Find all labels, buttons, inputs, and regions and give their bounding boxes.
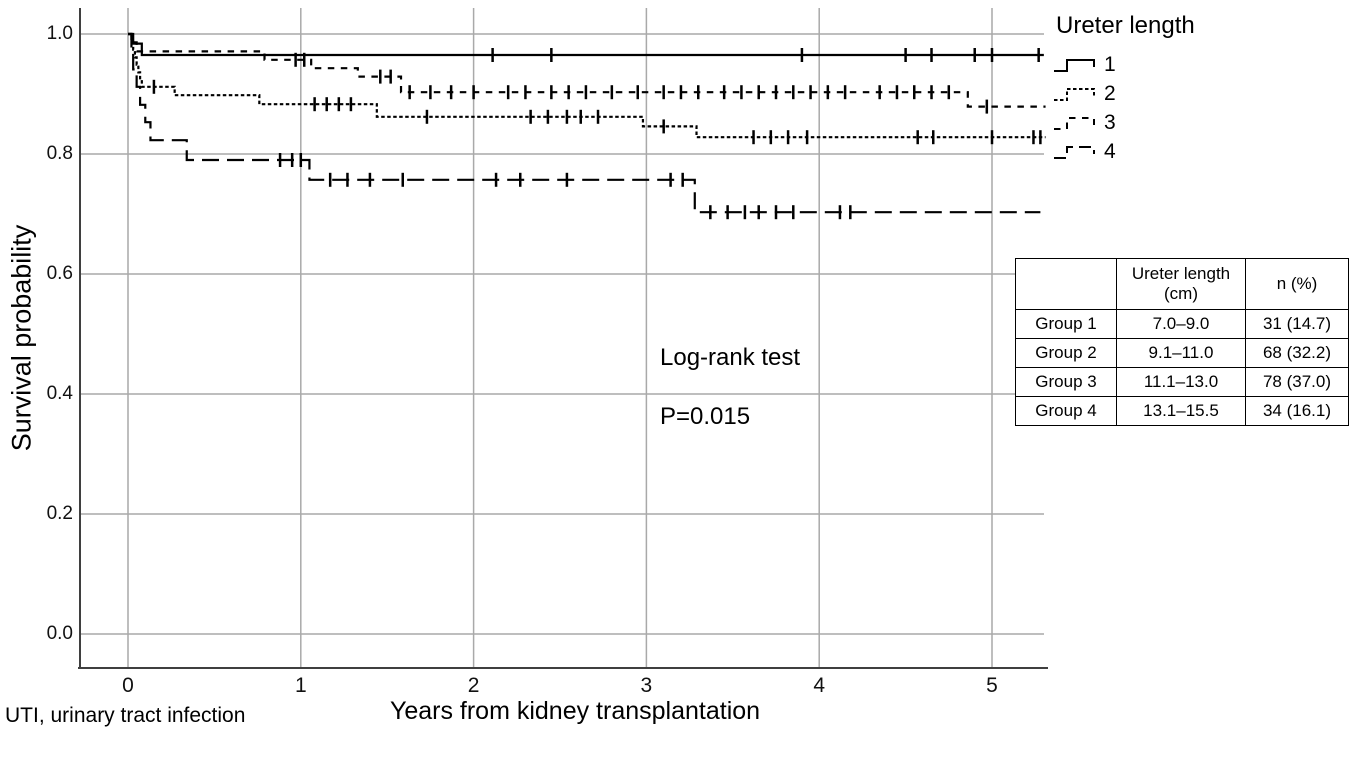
x-tick-label-5: 5 <box>986 674 998 697</box>
table-cell: Group 1 <box>1015 309 1117 339</box>
table-cell: 78 (37.0) <box>1245 367 1349 397</box>
legend-item-label: 1 <box>1104 52 1116 76</box>
table-cell: Group 3 <box>1015 367 1117 397</box>
table-header-cell: n (%) <box>1245 258 1349 310</box>
p-value-label: P=0.015 <box>660 402 751 430</box>
table-cell: 68 (32.2) <box>1245 338 1349 368</box>
x-tick-label-1: 1 <box>294 674 307 697</box>
legend-line-sample-path <box>1054 58 1095 72</box>
y-tick-label-0.2: 0.2 <box>46 503 73 524</box>
x-axis-label: Years from kidney transplantation <box>389 697 761 725</box>
log-rank-annotation: Log-rank test P=0.015 <box>660 313 800 431</box>
y-tick-label-0.6: 0.6 <box>46 263 73 284</box>
table-row: Group 4 13.1–15.5 34 (16.1) <box>1015 396 1349 426</box>
group-summary-table: Ureter length (cm) n (%) Group 1 7.0–9.0 31… <box>1015 258 1349 426</box>
legend-line-sample-icon <box>1054 87 1095 101</box>
y-axis-label: Survival probability <box>6 224 37 452</box>
table-cell: 9.1–11.0 <box>1116 338 1246 368</box>
y-tick-label-0.0: 0.0 <box>46 623 73 644</box>
table-cell: Group 4 <box>1015 396 1117 426</box>
legend-line-sample-path <box>1054 116 1095 130</box>
legend-items: 1 2 3 4 <box>1052 50 1195 166</box>
table-body: Group 1 7.0–9.0 31 (14.7) Group 2 9.1–11.0 68… <box>1015 309 1349 426</box>
legend-item-group-4: 4 <box>1052 137 1195 166</box>
x-tick-label-2: 2 <box>467 674 480 697</box>
footnote-abbreviation: UTI, urinary tract infection <box>5 704 246 727</box>
table-cell: Group 2 <box>1015 338 1117 368</box>
table-header-row: Ureter length (cm) n (%) <box>1015 258 1349 310</box>
table-cell: 13.1–15.5 <box>1116 396 1246 426</box>
table-row: Group 1 7.0–9.0 31 (14.7) <box>1015 309 1349 339</box>
legend-item-group-3: 3 <box>1052 108 1195 137</box>
legend-item-label: 2 <box>1104 81 1116 105</box>
table-cell: 11.1–13.0 <box>1116 367 1246 397</box>
legend-item-group-2: 2 <box>1052 79 1195 108</box>
table-cell: 31 (14.7) <box>1245 309 1349 339</box>
legend-line-sample-icon <box>1054 116 1095 130</box>
y-tick-label-0.8: 0.8 <box>46 143 73 164</box>
y-tick-label-0.4: 0.4 <box>46 383 73 404</box>
legend-line-sample-icon <box>1054 58 1095 72</box>
table-header-cell <box>1015 258 1117 310</box>
legend: Ureter length 1 2 3 4 <box>1052 12 1195 166</box>
legend-item-label: 4 <box>1104 139 1116 163</box>
legend-line-sample-path <box>1054 87 1095 101</box>
legend-line-sample-icon <box>1054 145 1095 159</box>
x-tick-label-3: 3 <box>640 674 653 697</box>
log-rank-test-label: Log-rank test <box>660 343 801 371</box>
legend-line-sample-path <box>1054 145 1095 159</box>
x-tick-label-0: 0 <box>122 674 134 697</box>
table-header-cell: Ureter length (cm) <box>1116 258 1246 310</box>
table-cell: 34 (16.1) <box>1245 396 1349 426</box>
legend-item-label: 3 <box>1104 110 1116 134</box>
table-header: Ureter length (cm) n (%) <box>1015 258 1349 310</box>
legend-title: Ureter length <box>1056 12 1195 39</box>
survival-curve-group-4 <box>128 32 1041 214</box>
table-cell: 7.0–9.0 <box>1116 309 1246 339</box>
y-tick-label-1.0: 1.0 <box>46 23 73 44</box>
table-row: Group 2 9.1–11.0 68 (32.2) <box>1015 338 1349 368</box>
legend-item-group-1: 1 <box>1052 50 1195 79</box>
x-tick-label-4: 4 <box>813 674 826 697</box>
survival-curve-group-3 <box>128 32 1046 108</box>
table-row: Group 3 11.1–13.0 78 (37.0) <box>1015 367 1349 397</box>
